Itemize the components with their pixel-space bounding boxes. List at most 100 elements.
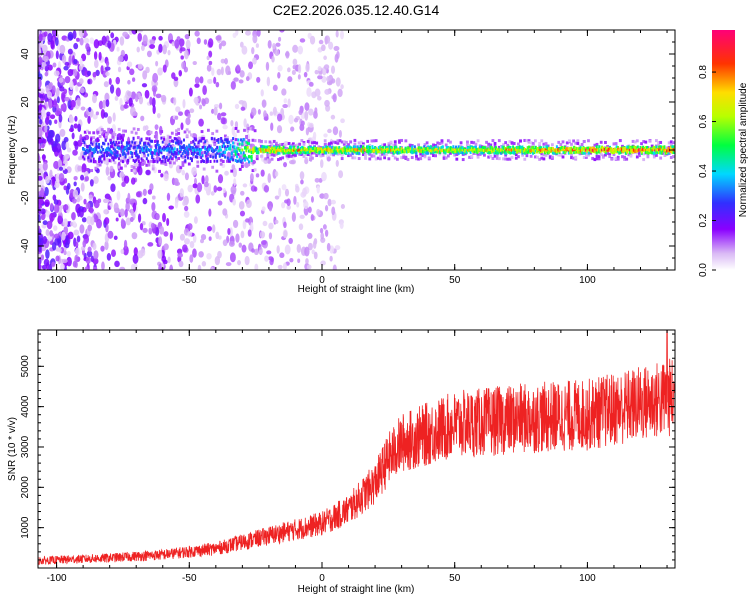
spectrogram-cell [105, 60, 110, 67]
spectrogram-cell [353, 142, 357, 146]
spectrogram-cell [344, 151, 347, 155]
spectrogram-cell [584, 154, 588, 158]
spectrogram-cell [404, 139, 408, 143]
spectrogram-cell [193, 142, 196, 146]
spectrogram-cell [145, 137, 149, 141]
spectrogram-cell [293, 146, 296, 150]
spectrogram-cell [509, 147, 512, 151]
spectrogram-cell [597, 155, 601, 159]
spectrogram-cell [283, 161, 288, 168]
spectrogram-cell [182, 145, 185, 149]
spectrogram-cell [139, 139, 142, 143]
spectrogram-cell [217, 112, 222, 121]
spectrogram-cell [405, 150, 408, 154]
spectrogram-cell [251, 127, 255, 131]
spectrogram-cell [221, 160, 225, 164]
spectrogram-cell [597, 157, 601, 161]
spectrogram-cell [595, 145, 598, 149]
spectrogram-cell [117, 157, 120, 161]
spectrogram-cell [192, 183, 198, 189]
spectrogram-cell [400, 138, 404, 142]
spectrogram-cell [618, 139, 622, 143]
spectrogram-cell [231, 164, 236, 171]
spectrogram-cell [39, 103, 43, 111]
spectrogram-cell [469, 147, 472, 151]
spectrogram-cell [226, 136, 229, 140]
spectrogram-cell [205, 152, 208, 156]
spectrogram-cell [472, 148, 475, 152]
spectrogram-cell [298, 109, 303, 115]
spectrogram-cell [137, 32, 143, 42]
spectrogram-cell [270, 257, 274, 263]
spectrogram-cell [112, 158, 115, 162]
spectrogram-cell [538, 146, 541, 150]
spectrogram-cell [440, 139, 444, 143]
spectrogram-cell [589, 148, 592, 152]
spectrogram-cell [222, 144, 225, 148]
spectrogram-cell [152, 87, 157, 97]
spectrogram-cell [132, 158, 135, 162]
spectrogram-cell [93, 39, 100, 49]
spectrogram-cell [278, 145, 281, 149]
spectrogram-cell [338, 152, 342, 156]
spectrogram-cell [274, 219, 279, 224]
spectrogram-cell [311, 151, 314, 155]
spectrogram-cell [38, 78, 42, 89]
spectrogram-cell [327, 198, 332, 207]
spectrogram-cell [599, 153, 603, 157]
spectrogram-cell [440, 149, 443, 153]
spectrogram-cell [226, 141, 229, 145]
spectrogram-cell [93, 176, 99, 185]
spectrogram-cell [283, 143, 287, 147]
spectrogram-cell [176, 148, 179, 152]
spectrogram-cell [629, 154, 633, 158]
spectrogram-cell [288, 114, 294, 125]
spectrogram-cell [163, 173, 169, 182]
spectrogram-cell [462, 147, 465, 151]
spectrogram-cell [563, 145, 566, 149]
spectrogram-cell [614, 149, 617, 153]
spectrogram-cell [233, 132, 238, 139]
spectrogram-cell [572, 139, 576, 143]
spectrogram-cell [119, 166, 123, 170]
spectrogram-cell [67, 99, 72, 110]
spectrogram-cell [87, 246, 92, 253]
spectrogram-cell [468, 146, 471, 150]
spectrogram-cell [317, 66, 322, 72]
spectrogram-cell [397, 147, 400, 151]
spectrogram-cell [104, 150, 107, 154]
spectrogram-cell [277, 72, 281, 79]
spectrogram-cell [451, 150, 454, 154]
spectrogram-cell [79, 37, 84, 46]
spectrogram-cell [168, 139, 172, 143]
spectrogram-cell [469, 150, 472, 154]
spectrogram-cell [255, 147, 258, 151]
spectrogram-cell [665, 146, 669, 150]
spectrogram-cell [334, 141, 338, 145]
spectrogram-cell [611, 151, 614, 155]
spectrogram-cell [547, 150, 550, 154]
spectrogram-cell [154, 124, 159, 130]
spectrogram-cell [121, 149, 124, 153]
spectrogram-cell [292, 58, 298, 66]
spectrogram-cell [440, 146, 443, 150]
spectrogram-cell [333, 45, 340, 52]
spectrogram-cell [241, 158, 244, 162]
spectrogram-cell [208, 144, 211, 148]
spectrogram-cell [49, 114, 56, 120]
spectrogram-cell [72, 149, 78, 156]
spectrogram-cell [107, 40, 112, 49]
spectrogram-cell [197, 264, 202, 270]
spectrogram-cell [487, 155, 491, 159]
spectrogram-cell [77, 123, 82, 133]
spectrogram-cell [132, 127, 136, 131]
spectrogram-cell [608, 145, 611, 149]
spectrogram-cell [83, 141, 86, 145]
spectrogram-cell [587, 146, 590, 150]
spectrogram-cell [335, 150, 338, 154]
spectrogram-cell [501, 145, 504, 149]
spectrogram-cell [104, 217, 110, 225]
spectrogram-cell [481, 151, 484, 155]
spectrogram-cell [107, 146, 110, 150]
spectrogram-cell [335, 30, 339, 38]
